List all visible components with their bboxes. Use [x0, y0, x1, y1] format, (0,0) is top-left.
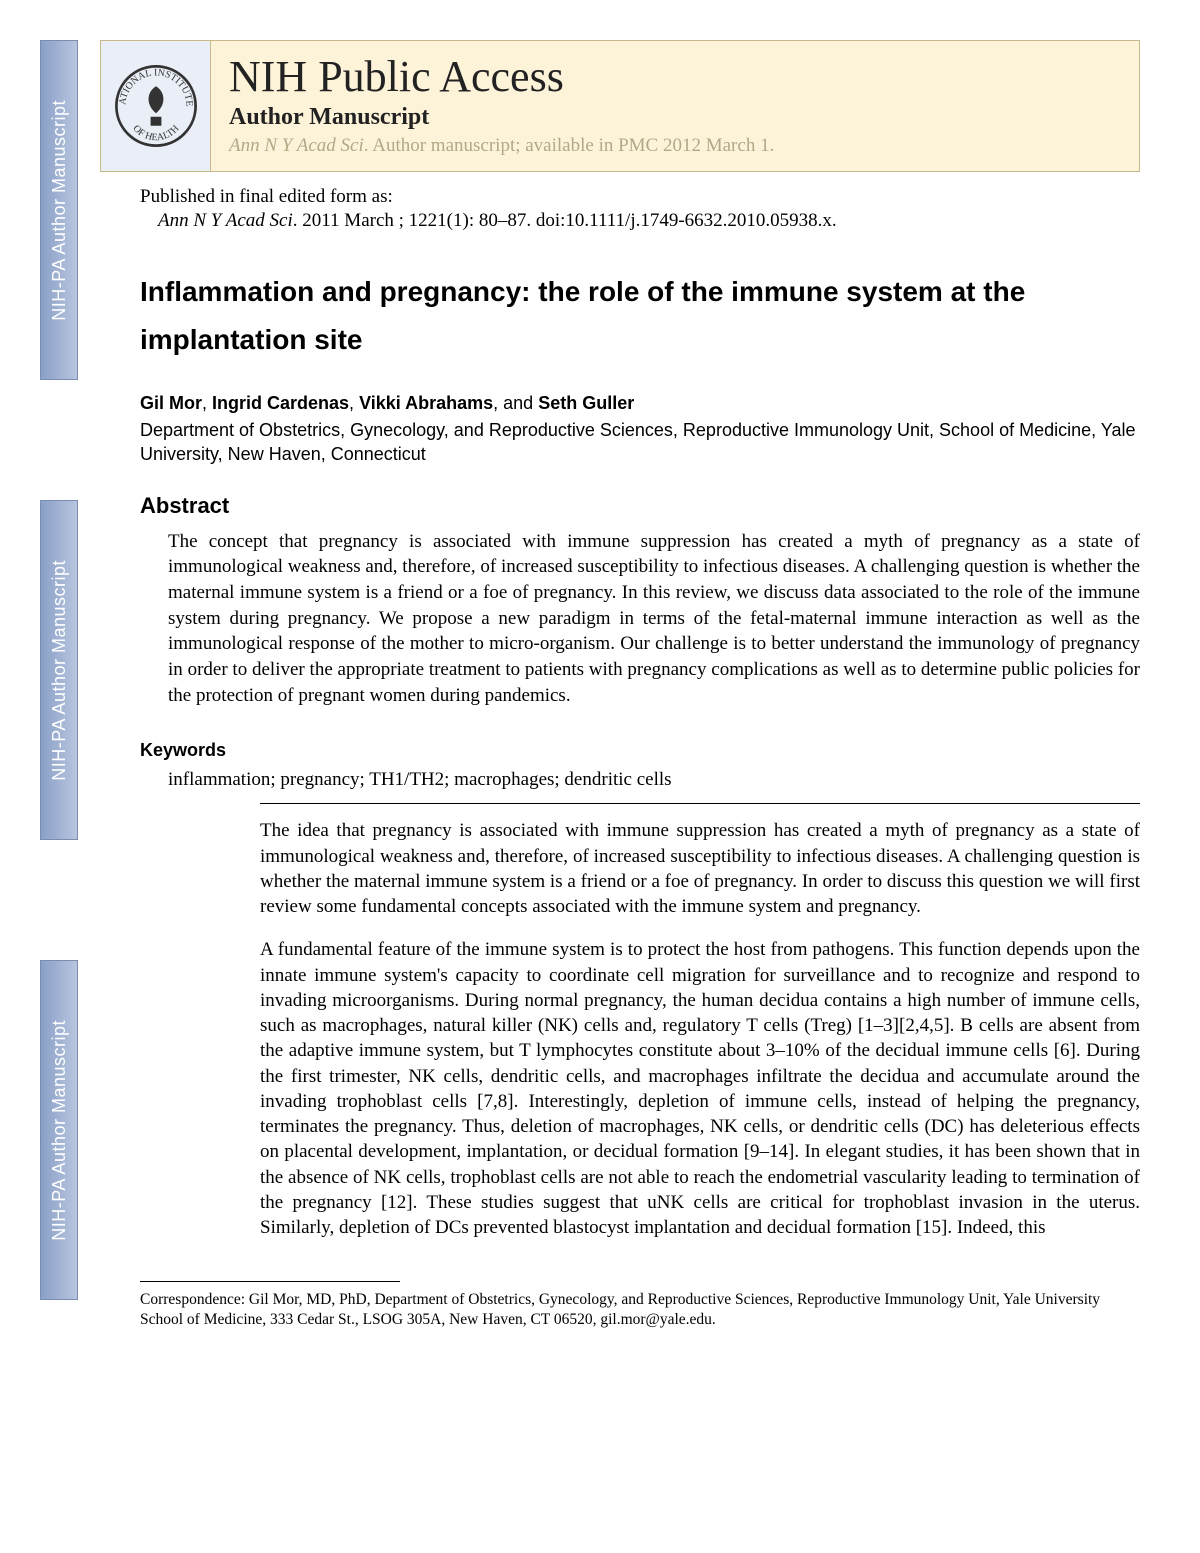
header-title: NIH Public Access [229, 51, 1121, 102]
side-watermark-text: NIH-PA Author Manuscript [49, 1020, 70, 1241]
nih-header-text: NIH Public Access Author Manuscript Ann … [211, 41, 1139, 171]
published-intro: Published in final edited form as: [140, 186, 1140, 208]
footnote-rule [140, 1281, 400, 1282]
header-journal: Ann N Y Acad Sci [229, 135, 364, 156]
nih-logo: NATIONAL INSTITUTES OF HEALTH [101, 41, 211, 171]
header-subtitle: Author Manuscript [229, 104, 1121, 131]
affiliation: Department of Obstetrics, Gynecology, an… [140, 418, 1140, 467]
author: Vikki Abrahams [359, 393, 493, 413]
correspondence-footnote: Correspondence: Gil Mor, MD, PhD, Depart… [140, 1290, 1140, 1330]
author: Ingrid Cardenas [212, 393, 349, 413]
author: Gil Mor [140, 393, 202, 413]
header-avail-rest: . Author manuscript; available in PMC 20… [364, 135, 775, 156]
keywords-text: inflammation; pregnancy; TH1/TH2; macrop… [168, 769, 1140, 791]
side-watermark: NIH-PA Author Manuscript [40, 960, 78, 1300]
article-title: Inflammation and pregnancy: the role of … [140, 268, 1140, 363]
side-watermark: NIH-PA Author Manuscript [40, 500, 78, 840]
section-rule [260, 803, 1140, 804]
published-citation: Ann N Y Acad Sci. 2011 March ; 1221(1): … [158, 210, 1140, 232]
side-watermark-text: NIH-PA Author Manuscript [49, 100, 70, 321]
body-paragraph: The idea that pregnancy is associated wi… [260, 818, 1140, 919]
body-paragraph: A fundamental feature of the immune syst… [260, 937, 1140, 1240]
header-availability: Ann N Y Acad Sci. Author manuscript; ava… [229, 135, 1121, 157]
page-content: Published in final edited form as: Ann N… [140, 186, 1140, 1330]
side-watermark: NIH-PA Author Manuscript [40, 40, 78, 380]
keywords-heading: Keywords [140, 740, 1140, 761]
authors-line: Gil Mor, Ingrid Cardenas, Vikki Abrahams… [140, 393, 1140, 414]
author: Seth Guller [538, 393, 634, 413]
side-watermark-text: NIH-PA Author Manuscript [49, 560, 70, 781]
published-rest: . 2011 March ; 1221(1): 80–87. doi:10.11… [293, 210, 837, 231]
nih-header: NATIONAL INSTITUTES OF HEALTH NIH Public… [100, 40, 1140, 172]
abstract-text: The concept that pregnancy is associated… [168, 529, 1140, 708]
published-journal: Ann N Y Acad Sci [158, 210, 293, 231]
published-block: Published in final edited form as: Ann N… [140, 186, 1140, 232]
abstract-heading: Abstract [140, 493, 1140, 519]
